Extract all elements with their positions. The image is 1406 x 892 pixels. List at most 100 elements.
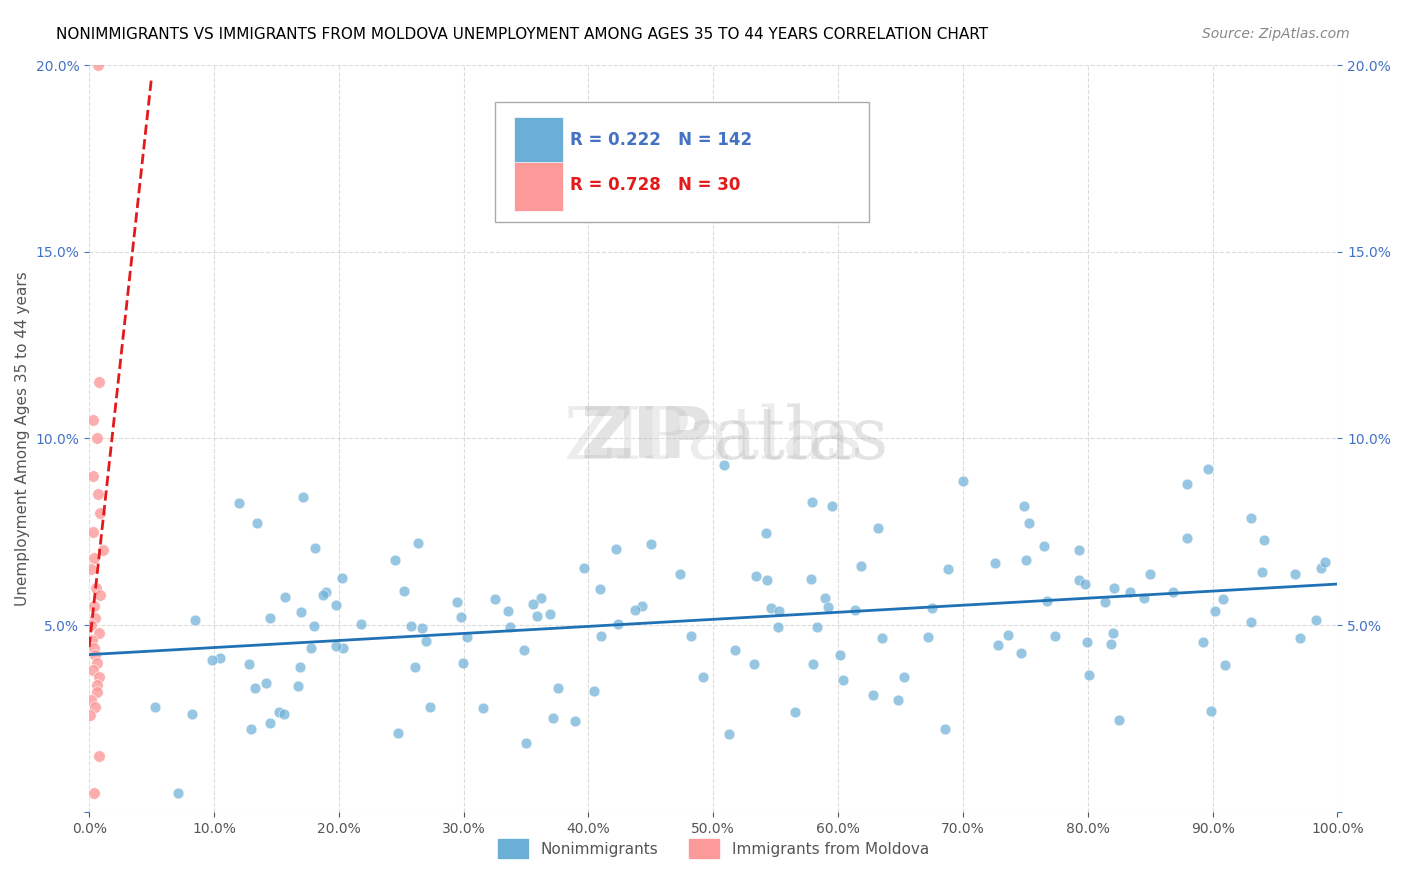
Point — [1045, 629, 1067, 643]
Point — [1251, 566, 1274, 580]
Point — [82, 663, 104, 677]
Point — [83, 700, 105, 714]
Point — [84, 610, 107, 624]
Point — [1012, 499, 1035, 513]
Point — [522, 598, 544, 612]
Point — [273, 707, 295, 722]
Point — [830, 648, 852, 663]
Point — [1204, 605, 1226, 619]
Point — [1076, 635, 1098, 649]
Point — [538, 607, 561, 622]
Point — [201, 653, 224, 667]
Point — [755, 573, 778, 587]
Point — [86, 581, 108, 595]
Y-axis label: Unemployment Among Ages 35 to 44 years: Unemployment Among Ages 35 to 44 years — [15, 271, 30, 606]
Point — [87, 670, 110, 684]
Point — [1139, 567, 1161, 582]
Point — [1010, 646, 1032, 660]
Point — [1094, 595, 1116, 609]
Point — [1067, 542, 1090, 557]
Point — [801, 495, 824, 509]
Point — [1102, 626, 1125, 640]
Point — [640, 537, 662, 551]
Point — [86, 432, 108, 446]
Point — [844, 602, 866, 616]
Point — [530, 591, 553, 606]
Point — [411, 621, 433, 635]
Point — [79, 707, 101, 722]
Point — [606, 617, 628, 632]
Point — [86, 656, 108, 670]
Point — [83, 786, 105, 800]
Point — [870, 631, 893, 645]
Point — [583, 684, 606, 698]
Point — [238, 657, 260, 671]
Point — [1175, 477, 1198, 491]
Point — [83, 648, 105, 662]
Point — [290, 605, 312, 619]
Point — [893, 669, 915, 683]
Point — [669, 566, 692, 581]
Point — [1240, 511, 1263, 525]
Point — [1253, 533, 1275, 547]
Point — [755, 525, 778, 540]
Point — [228, 496, 250, 510]
Point — [304, 619, 326, 633]
Point — [304, 541, 326, 555]
Point — [291, 490, 314, 504]
Point — [862, 688, 884, 702]
Point — [259, 716, 281, 731]
Point — [1074, 577, 1097, 591]
Point — [800, 572, 823, 586]
Text: Source: ZipAtlas.com: Source: ZipAtlas.com — [1202, 27, 1350, 41]
Point — [287, 679, 309, 693]
Point — [254, 676, 277, 690]
Point — [80, 633, 103, 648]
Point — [332, 640, 354, 655]
Point — [456, 630, 478, 644]
Point — [419, 699, 441, 714]
Point — [89, 506, 111, 520]
Point — [987, 638, 1010, 652]
Text: ZIP: ZIP — [581, 404, 713, 473]
FancyBboxPatch shape — [513, 118, 564, 166]
Point — [1192, 635, 1215, 649]
Point — [1078, 667, 1101, 681]
Point — [766, 620, 789, 634]
Point — [80, 562, 103, 576]
Point — [692, 670, 714, 684]
Point — [713, 458, 735, 473]
Point — [997, 628, 1019, 642]
Point — [82, 413, 104, 427]
Point — [288, 660, 311, 674]
Text: R = 0.728   N = 30: R = 0.728 N = 30 — [569, 176, 740, 194]
Point — [471, 701, 494, 715]
Point — [89, 588, 111, 602]
Point — [1033, 539, 1056, 553]
Point — [631, 599, 654, 614]
Point — [89, 748, 111, 763]
Point — [325, 598, 347, 612]
Point — [768, 604, 790, 618]
Point — [80, 693, 103, 707]
FancyBboxPatch shape — [495, 103, 869, 222]
Point — [1240, 615, 1263, 629]
Point — [446, 595, 468, 609]
Point — [240, 722, 263, 736]
Point — [83, 551, 105, 566]
Point — [87, 625, 110, 640]
Point — [526, 608, 548, 623]
Point — [243, 681, 266, 695]
Point — [1069, 573, 1091, 587]
Point — [387, 726, 409, 740]
Point — [1313, 555, 1336, 569]
Point — [589, 582, 612, 596]
Point — [384, 553, 406, 567]
Point — [315, 584, 337, 599]
Point — [785, 705, 807, 719]
Point — [718, 727, 741, 741]
Point — [589, 629, 612, 643]
Point — [1215, 658, 1237, 673]
Point — [1099, 637, 1122, 651]
Point — [86, 58, 108, 72]
